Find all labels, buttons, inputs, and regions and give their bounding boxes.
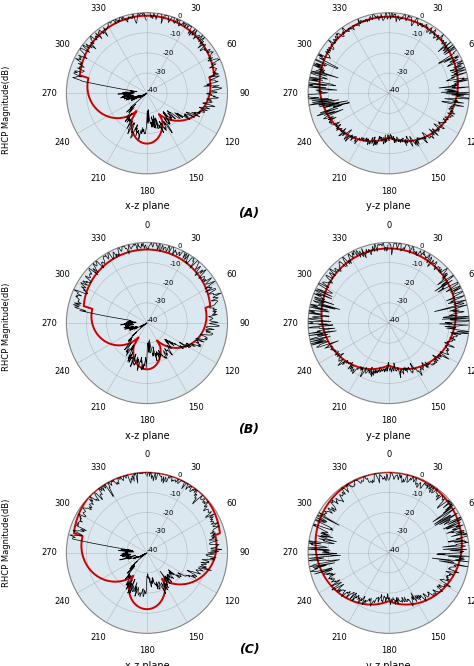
X-axis label: x-z plane: x-z plane (125, 201, 169, 211)
X-axis label: y-z plane: y-z plane (366, 431, 411, 441)
Text: RHCP Magnitude(dB): RHCP Magnitude(dB) (2, 282, 11, 370)
Text: RHCP Magnitude(dB): RHCP Magnitude(dB) (2, 66, 11, 154)
X-axis label: y-z plane: y-z plane (366, 201, 411, 211)
Text: (A): (A) (238, 206, 259, 220)
X-axis label: x-z plane: x-z plane (125, 431, 169, 441)
X-axis label: x-z plane: x-z plane (125, 661, 169, 666)
Text: (B): (B) (238, 423, 259, 436)
Text: RHCP Magnitude(dB): RHCP Magnitude(dB) (2, 499, 11, 587)
Text: (C): (C) (238, 643, 259, 656)
X-axis label: y-z plane: y-z plane (366, 661, 411, 666)
